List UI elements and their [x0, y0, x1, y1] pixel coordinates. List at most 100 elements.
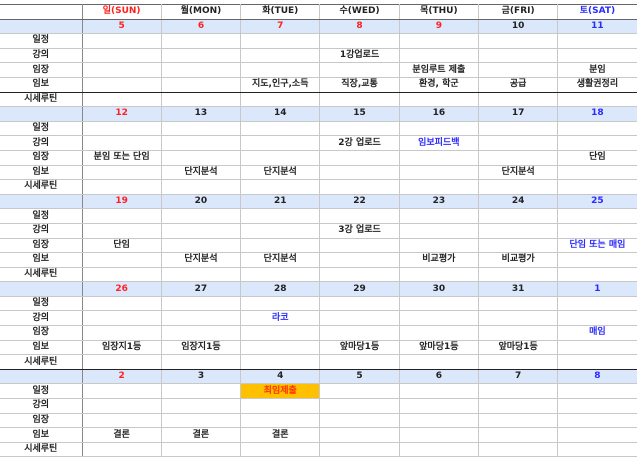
schedule-cell[interactable]	[319, 412, 400, 429]
schedule-cell[interactable]: 앞마당1등	[319, 339, 400, 356]
schedule-cell[interactable]	[398, 398, 479, 414]
schedule-cell[interactable]	[240, 412, 321, 429]
schedule-cell[interactable]	[557, 135, 637, 151]
schedule-cell[interactable]	[160, 135, 242, 151]
schedule-cell[interactable]	[160, 310, 242, 327]
schedule-cell[interactable]	[240, 149, 321, 166]
schedule-cell[interactable]	[240, 266, 321, 283]
schedule-cell[interactable]	[557, 208, 637, 224]
schedule-cell[interactable]: 결론	[160, 427, 242, 443]
schedule-cell[interactable]	[557, 47, 637, 64]
schedule-cell[interactable]	[557, 412, 637, 429]
schedule-cell[interactable]	[160, 62, 242, 78]
schedule-cell[interactable]	[398, 427, 479, 443]
schedule-cell[interactable]	[477, 412, 559, 429]
schedule-cell[interactable]	[557, 164, 637, 181]
schedule-cell[interactable]	[160, 120, 242, 137]
schedule-cell[interactable]	[240, 47, 321, 64]
schedule-cell[interactable]: 분임루트 제출	[398, 62, 479, 78]
schedule-cell[interactable]: 단지분석	[240, 252, 321, 268]
schedule-cell[interactable]: 매임	[557, 325, 637, 341]
schedule-cell[interactable]: 임보피드백	[398, 135, 479, 151]
schedule-cell[interactable]: 비교평가	[477, 252, 559, 268]
schedule-cell[interactable]	[477, 208, 559, 224]
schedule-cell[interactable]	[477, 120, 559, 137]
schedule-cell[interactable]	[240, 33, 321, 49]
schedule-cell[interactable]	[557, 266, 637, 283]
schedule-cell[interactable]	[398, 179, 479, 195]
schedule-cell[interactable]	[557, 33, 637, 49]
schedule-cell[interactable]	[81, 208, 162, 224]
schedule-cell[interactable]	[319, 120, 400, 137]
schedule-cell[interactable]	[81, 266, 162, 283]
schedule-cell[interactable]	[319, 295, 400, 312]
schedule-cell[interactable]: 분임 또는 단임	[81, 149, 162, 166]
schedule-cell[interactable]: 단지분석	[477, 164, 559, 181]
schedule-cell[interactable]	[160, 398, 242, 414]
schedule-cell[interactable]	[240, 135, 321, 151]
schedule-cell[interactable]: 비교평가	[398, 252, 479, 268]
schedule-cell[interactable]	[81, 295, 162, 312]
schedule-cell[interactable]	[557, 427, 637, 443]
schedule-cell[interactable]	[160, 412, 242, 429]
schedule-cell[interactable]: 분임	[557, 62, 637, 78]
schedule-cell[interactable]	[240, 398, 321, 414]
schedule-cell[interactable]	[477, 135, 559, 151]
schedule-cell[interactable]: 1강업로드	[319, 47, 400, 64]
schedule-cell[interactable]: 단임	[81, 237, 162, 254]
schedule-cell[interactable]	[160, 76, 242, 93]
schedule-cell[interactable]	[477, 441, 559, 458]
schedule-cell[interactable]	[319, 208, 400, 224]
schedule-cell[interactable]	[319, 325, 400, 341]
schedule-cell[interactable]	[160, 179, 242, 195]
schedule-cell[interactable]	[160, 47, 242, 64]
schedule-cell[interactable]	[557, 295, 637, 312]
schedule-cell[interactable]	[81, 164, 162, 181]
schedule-cell[interactable]	[477, 179, 559, 195]
schedule-cell[interactable]	[81, 441, 162, 458]
schedule-cell[interactable]	[160, 441, 242, 458]
schedule-cell[interactable]	[160, 237, 242, 254]
schedule-cell[interactable]	[81, 33, 162, 49]
schedule-cell[interactable]	[81, 91, 162, 108]
schedule-cell[interactable]: 결론	[240, 427, 321, 443]
schedule-cell[interactable]	[160, 222, 242, 239]
schedule-cell[interactable]	[160, 33, 242, 49]
schedule-cell[interactable]	[477, 325, 559, 341]
schedule-cell[interactable]	[319, 149, 400, 166]
schedule-cell[interactable]	[557, 120, 637, 137]
schedule-cell[interactable]	[81, 398, 162, 414]
schedule-cell[interactable]	[160, 91, 242, 108]
schedule-cell[interactable]	[398, 237, 479, 254]
schedule-cell[interactable]	[81, 47, 162, 64]
schedule-cell[interactable]	[81, 354, 162, 370]
schedule-cell[interactable]	[81, 179, 162, 195]
schedule-cell[interactable]	[398, 91, 479, 108]
schedule-cell[interactable]	[477, 149, 559, 166]
schedule-cell[interactable]	[398, 325, 479, 341]
schedule-cell[interactable]	[81, 412, 162, 429]
schedule-cell[interactable]	[398, 164, 479, 181]
schedule-cell[interactable]: 단임	[557, 149, 637, 166]
schedule-cell[interactable]	[398, 208, 479, 224]
schedule-cell[interactable]	[240, 354, 321, 370]
schedule-cell[interactable]	[398, 441, 479, 458]
schedule-cell[interactable]	[319, 427, 400, 443]
schedule-cell[interactable]	[477, 354, 559, 370]
schedule-cell[interactable]	[81, 120, 162, 137]
schedule-cell[interactable]	[557, 179, 637, 195]
schedule-cell[interactable]: 단지분석	[160, 252, 242, 268]
schedule-cell[interactable]	[81, 222, 162, 239]
schedule-cell[interactable]	[240, 208, 321, 224]
schedule-cell[interactable]: 앞마당1등	[398, 339, 479, 356]
schedule-cell[interactable]	[81, 62, 162, 78]
schedule-cell[interactable]: 지도,인구,소득	[240, 76, 321, 93]
schedule-cell[interactable]	[240, 237, 321, 254]
schedule-cell[interactable]: 2강 업로드	[319, 135, 400, 151]
schedule-cell[interactable]	[81, 76, 162, 93]
schedule-cell[interactable]: 환경, 학군	[398, 76, 479, 93]
schedule-cell[interactable]	[160, 149, 242, 166]
schedule-cell[interactable]	[477, 310, 559, 327]
schedule-cell[interactable]	[81, 135, 162, 151]
schedule-cell[interactable]: 최임제출	[240, 383, 321, 400]
